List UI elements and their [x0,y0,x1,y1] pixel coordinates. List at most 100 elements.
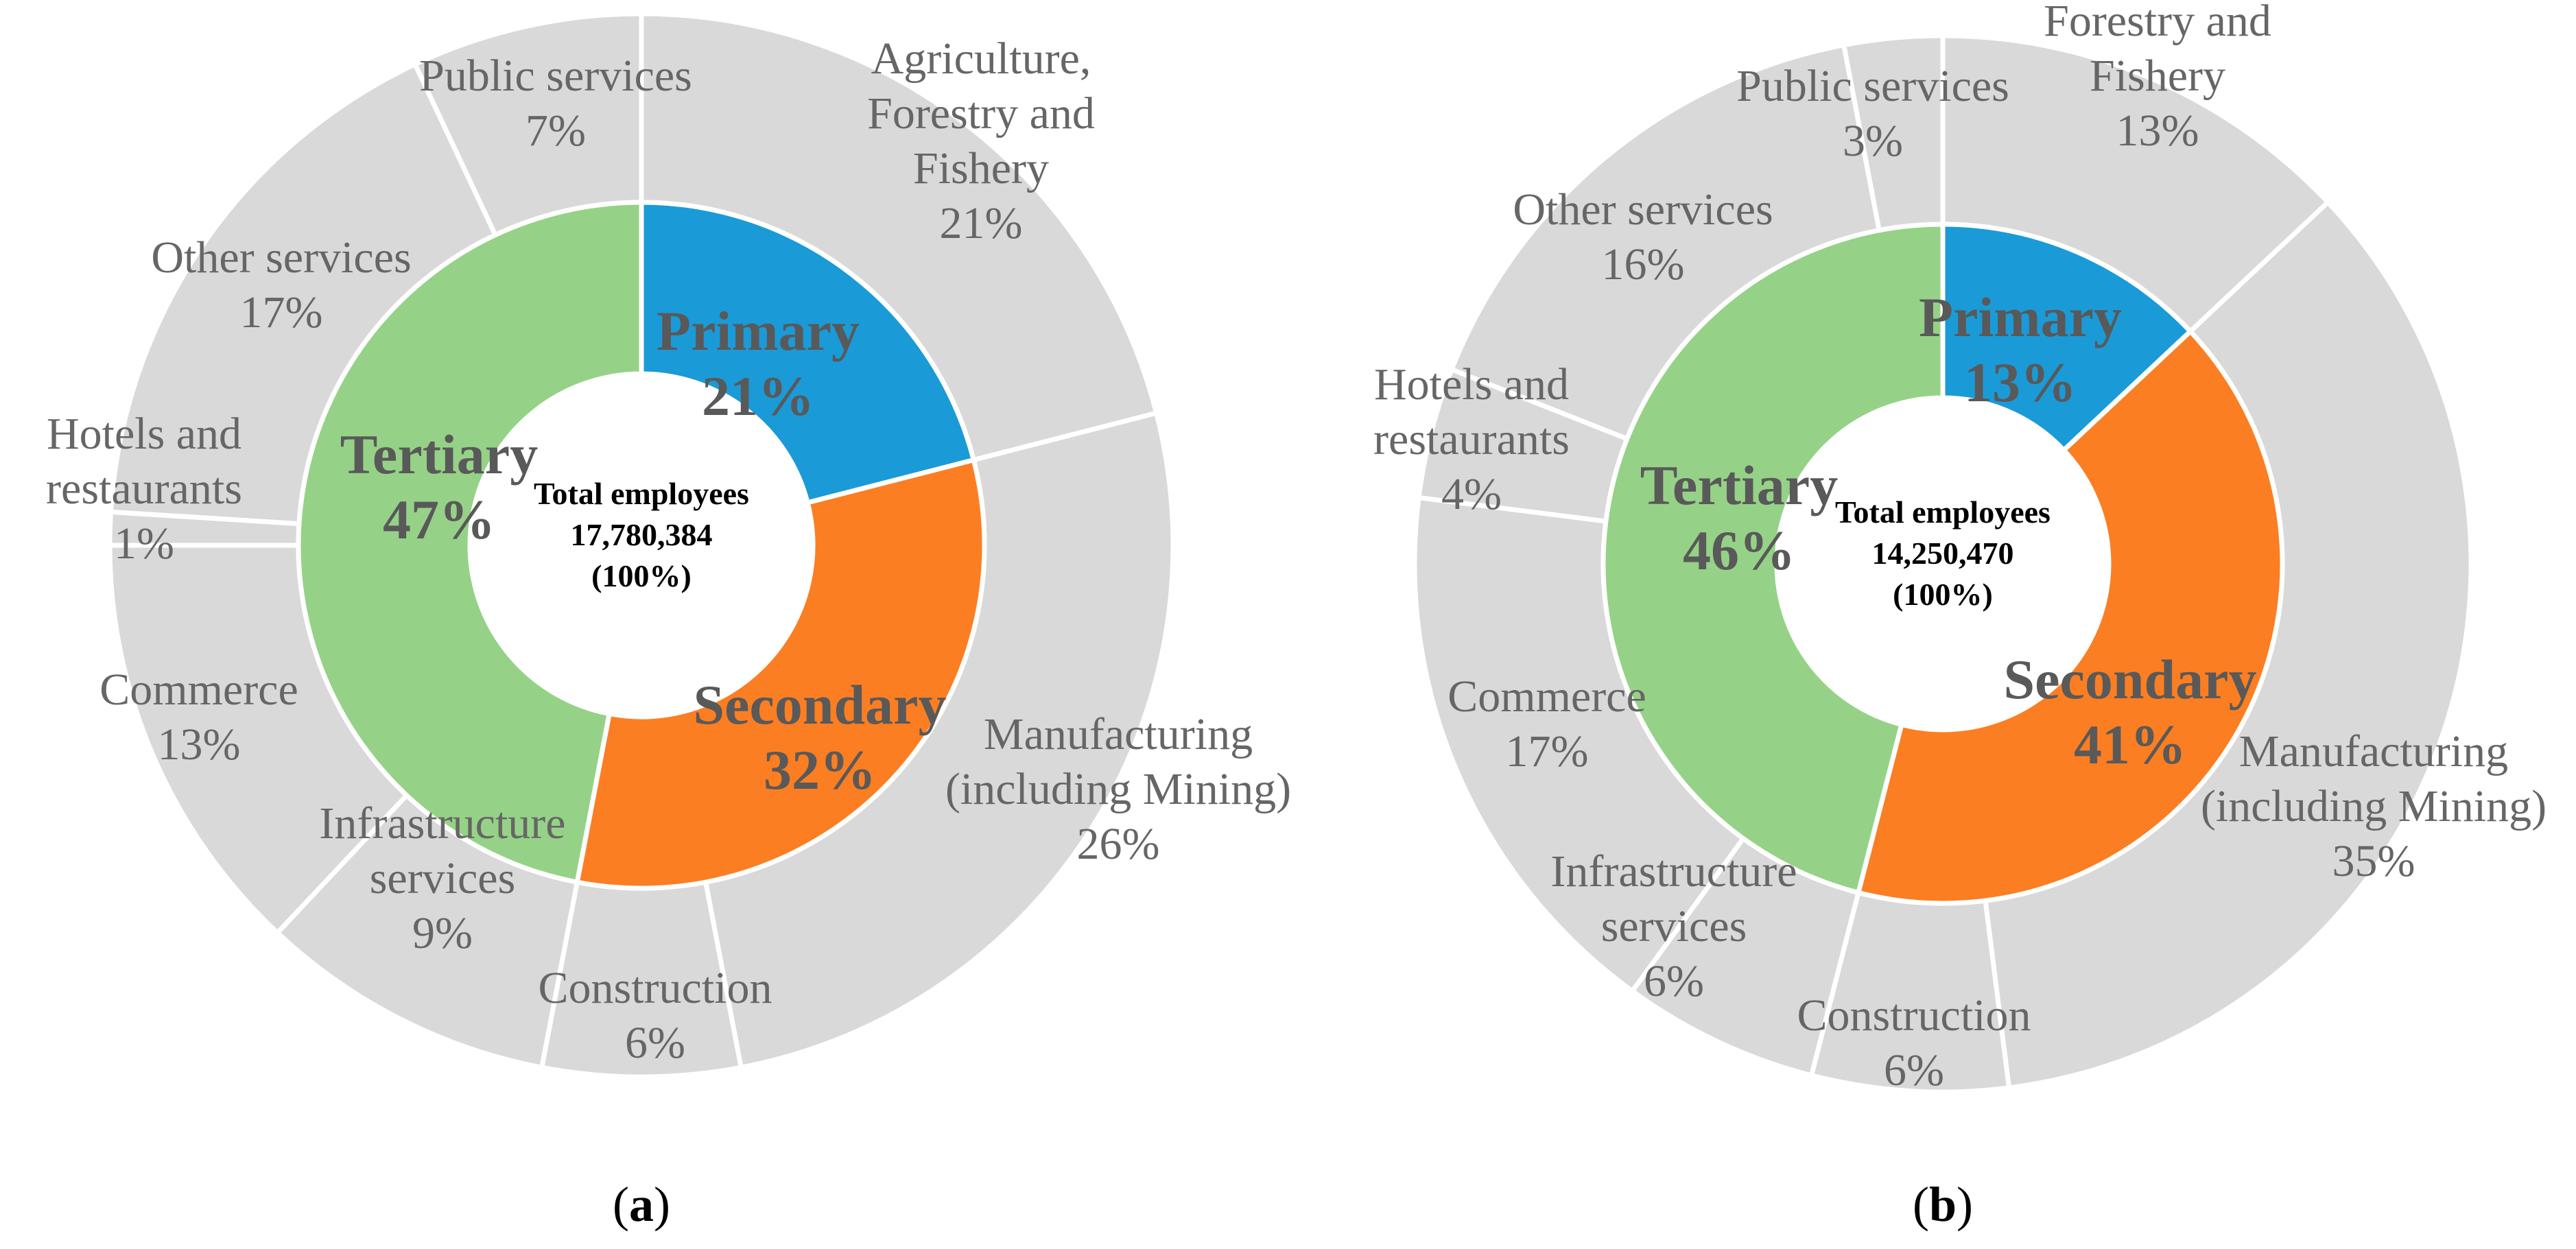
inner-label-name: Secondary [2004,648,2257,711]
outer-label-other-services: Other services 16% [1513,185,1773,289]
outer-label-line: 21% [940,198,1023,248]
outer-label-line: 3% [1843,116,1903,166]
inner-label-tertiary: Tertiary 47% [340,423,538,551]
outer-label-line: Construction [1797,990,2031,1040]
caption-open: ( [613,1177,629,1232]
outer-label-line: 16% [1602,239,1685,289]
outer-label-line: 13% [2116,106,2199,156]
center-total-label: Total employees 14,250,470 (100%) [1835,495,2051,612]
inner-label-secondary: Secondary 41% [2004,648,2257,776]
outer-label-line: 17% [240,287,323,337]
outer-label-line: Public services [1736,61,2009,111]
inner-label-percent: 13% [1964,351,2077,414]
outer-label-line: Fishery [913,143,1049,193]
outer-label-line: Forestry and [867,88,1095,139]
outer-label-line: 35% [2332,836,2415,886]
center-hole [471,375,812,715]
outer-label-line: 9% [412,908,473,958]
outer-label-construction: Construction 6% [1797,990,2031,1095]
inner-label-percent: 41% [2074,713,2186,776]
inner-slice-tertiary [1600,222,1946,896]
outer-label-line: Commerce [1447,671,1646,722]
inner-label-percent: 46% [1683,519,1795,582]
inner-slice-secondary [1855,328,2285,906]
outer-label-line: 7% [525,106,586,156]
outer-label-line: 13% [158,719,241,770]
outer-label-line: 1% [114,519,174,569]
outer-label-line: Forestry and [2044,0,2271,46]
outer-label-line: (including Mining) [945,764,1291,814]
outer-label-line: Manufacturing [984,709,1253,759]
outer-label-line: restaurants [1373,414,1570,464]
outer-label-line: Agriculture, [871,34,1091,84]
inner-slice-primary [1940,222,2194,454]
center-line2: 17,780,384 [571,517,713,552]
inner-label-name: Primary [1919,286,2122,348]
outer-label-line: Hotels and [47,409,241,459]
inner-slice-secondary [574,457,987,891]
outer-label-line: Construction [539,963,772,1013]
outer-label-hotels-and: Hotels and restaurants 1% [46,409,242,569]
outer-label-line: 6% [1644,956,1704,1006]
center-line3: (100%) [1893,577,1993,612]
outer-label-line: services [370,853,516,903]
outer-label-line: Other services [151,233,411,283]
inner-label-secondary: Secondary 32% [694,674,947,801]
inner-label-primary: Primary 13% [1919,286,2122,414]
outer-label-line: services [1601,901,1747,951]
outer-label-construction: Construction 6% [539,963,772,1068]
inner-label-name: Tertiary [1640,454,1838,516]
outer-label-line: Infrastructure [319,798,565,848]
outer-label-line: restaurants [46,464,242,514]
outer-label-line: 6% [625,1018,685,1068]
outer-label-manufacturing: Manufacturing (including Mining) 26% [945,709,1291,869]
outer-label-line: Hotels and [1374,359,1569,409]
caption-close: ) [1957,1177,1973,1232]
outer-label-line: Commerce [99,665,298,715]
inner-label-percent: 32% [764,739,876,801]
center-hole [1778,399,2107,728]
outer-label-hotels-and: Hotels and restaurants 4% [1373,359,1570,519]
center-line1: Total employees [534,476,749,511]
caption-close: ) [654,1177,670,1232]
inner-slice-tertiary [296,200,644,885]
outer-label-public-services: Public services 7% [419,51,692,156]
outer-label-manufacturing: Manufacturing (including Mining) 35% [2201,726,2547,886]
outer-label-line: 6% [1884,1045,1944,1095]
caption-open: ( [1913,1177,1929,1232]
outer-label-line: Other services [1513,185,1773,235]
outer-label-commerce: Commerce 13% [99,665,298,770]
inner-label-percent: 21% [702,365,814,427]
donut-chart-b: Total employees14,250,470(100%)Agricultu… [1373,0,2547,1232]
inner-label-name: Tertiary [340,423,538,486]
outer-label-line: 17% [1506,726,1589,776]
inner-label-name: Primary [657,300,860,362]
center-line1: Total employees [1835,495,2051,530]
outer-label-line: Infrastructure [1550,846,1797,896]
inner-label-tertiary: Tertiary 46% [1640,454,1838,582]
center-line3: (100%) [591,558,692,593]
donut-chart-a: Total employees 17,780,384 (100%) Agricultu… [46,11,1291,1232]
outer-label-public-services: Public services 3% [1736,61,2009,166]
center-total-label: Total employees 17,780,384 (100%) [534,476,749,593]
panel-caption: (a) [613,1177,670,1232]
outer-label-infrastructure: Infrastructure services 9% [319,798,565,958]
inner-label-name: Secondary [694,674,947,736]
caption-letter: a [629,1177,654,1232]
center-line2: 14,250,470 [1872,536,2014,571]
outer-label-line: (including Mining) [2201,781,2547,831]
outer-label-line: Public services [419,51,692,101]
outer-label-agriculture: Agriculture, Forestry and Fishery 21% [867,34,1095,248]
outer-label-commerce: Commerce 17% [1447,671,1646,776]
inner-slice-primary [639,200,977,506]
outer-label-infrastructure: Infrastructure services 6% [1550,846,1797,1006]
outer-label-line: 4% [1441,469,1502,519]
inner-label-percent: 47% [383,488,495,551]
outer-label-other-services: Other services 17% [151,233,411,337]
outer-label-line: 26% [1077,819,1160,869]
outer-label-line: Fishery [2090,51,2225,101]
caption-letter: b [1929,1177,1957,1232]
outer-label-line: Manufacturing [2239,726,2508,776]
